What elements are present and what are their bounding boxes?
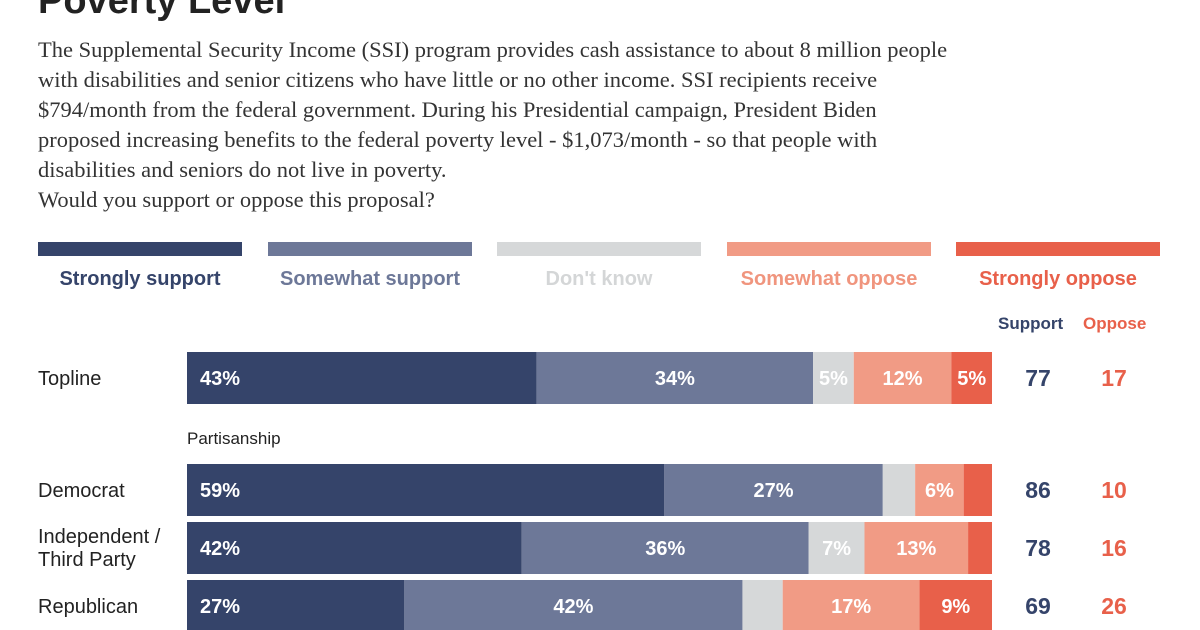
- legend-swatch: [727, 242, 931, 256]
- legend-label: Strongly oppose: [979, 268, 1137, 290]
- legend-item-somewhat-support: Somewhat support: [268, 242, 472, 291]
- data-label: 59%: [200, 480, 240, 502]
- support-total: 69: [1025, 593, 1051, 619]
- bar-segment-dont-know: [742, 580, 783, 630]
- data-label: 27%: [200, 596, 240, 618]
- support-total: 78: [1025, 535, 1051, 561]
- data-label: 13%: [896, 538, 936, 560]
- legend-swatch: [497, 242, 701, 256]
- oppose-total: 17: [1101, 365, 1127, 391]
- description-line: disabilities and seniors do not live in …: [38, 157, 447, 182]
- bar-segment-dont-know: [882, 464, 916, 516]
- legend-label: Somewhat oppose: [740, 268, 918, 290]
- bar-segment-somewhat-oppose: [915, 464, 964, 516]
- oppose-total: 16: [1101, 535, 1127, 561]
- data-label: 6%: [925, 480, 954, 502]
- data-label: 17%: [831, 596, 871, 618]
- data-label: 9%: [941, 596, 970, 618]
- legend-label: Somewhat support: [279, 268, 460, 290]
- bar-segment-strongly-oppose: [951, 352, 992, 404]
- row-label: Republican: [38, 596, 138, 618]
- data-label: 5%: [819, 368, 848, 390]
- support-column-header: Support: [998, 314, 1064, 333]
- data-label: 36%: [645, 538, 685, 560]
- legend-swatch: [956, 242, 1160, 256]
- data-label: 27%: [754, 480, 794, 502]
- bar-segment-strongly-oppose: [919, 580, 992, 630]
- bar-segment-somewhat-support: [404, 580, 743, 630]
- legend-item-somewhat-oppose: Somewhat oppose: [727, 242, 931, 291]
- data-label: 5%: [957, 368, 986, 390]
- row-label: Independent / Third Party: [38, 526, 161, 571]
- support-total: 86: [1025, 477, 1051, 503]
- bar-segment-somewhat-oppose: [782, 580, 920, 630]
- description-line: Would you support or oppose this proposa…: [38, 187, 435, 212]
- bar-segment-strongly-support: [187, 580, 405, 630]
- data-label: 42%: [553, 596, 593, 618]
- bar-segment-somewhat-oppose: [864, 522, 969, 574]
- oppose-total: 10: [1101, 477, 1127, 503]
- bar-segment-strongly-support: [187, 522, 522, 574]
- description-line: The Supplemental Security Income (SSI) p…: [38, 37, 948, 62]
- bar-segment-dont-know: [808, 522, 865, 574]
- data-label: 42%: [200, 538, 240, 560]
- support-total: 77: [1025, 365, 1051, 391]
- legend-swatch: [38, 242, 242, 256]
- question-text: The Supplemental Security Income (SSI) p…: [38, 35, 1168, 215]
- legend-item-dont-know: Don't know: [497, 242, 701, 291]
- bar-segment-somewhat-support: [664, 464, 883, 516]
- data-label: 12%: [883, 368, 923, 390]
- bar-segment-somewhat-support: [521, 522, 809, 574]
- bar-segment-somewhat-oppose: [853, 352, 952, 404]
- bar-segment-somewhat-support: [536, 352, 814, 404]
- row-label: Topline: [38, 368, 101, 390]
- data-label: 34%: [655, 368, 695, 390]
- oppose-total: 26: [1101, 593, 1127, 619]
- bar-segment-strongly-oppose: [963, 464, 992, 516]
- description-line: with disabilities and senior citizens wh…: [38, 67, 878, 92]
- group-label: Partisanship: [187, 429, 281, 448]
- data-label: 7%: [822, 538, 851, 560]
- oppose-column-header: Oppose: [1083, 314, 1147, 333]
- bar-segment-dont-know: [813, 352, 854, 404]
- legend-label: Strongly support: [59, 268, 221, 290]
- legend-label: Don't know: [545, 268, 653, 290]
- legend-swatch: [268, 242, 472, 256]
- chart-title: Poverty Level: [38, 0, 286, 22]
- bar-segment-strongly-support: [187, 464, 665, 516]
- bar-segment-strongly-oppose: [968, 522, 992, 574]
- legend-item-strongly-support: Strongly support: [38, 242, 242, 291]
- description-line: $794/month from the federal government. …: [38, 97, 877, 122]
- legend-item-strongly-oppose: Strongly oppose: [956, 242, 1160, 291]
- data-label: 43%: [200, 368, 240, 390]
- row-label: Democrat: [38, 480, 125, 502]
- description-line: proposed increasing benefits to the fede…: [38, 127, 878, 152]
- bar-segment-strongly-support: [187, 352, 537, 404]
